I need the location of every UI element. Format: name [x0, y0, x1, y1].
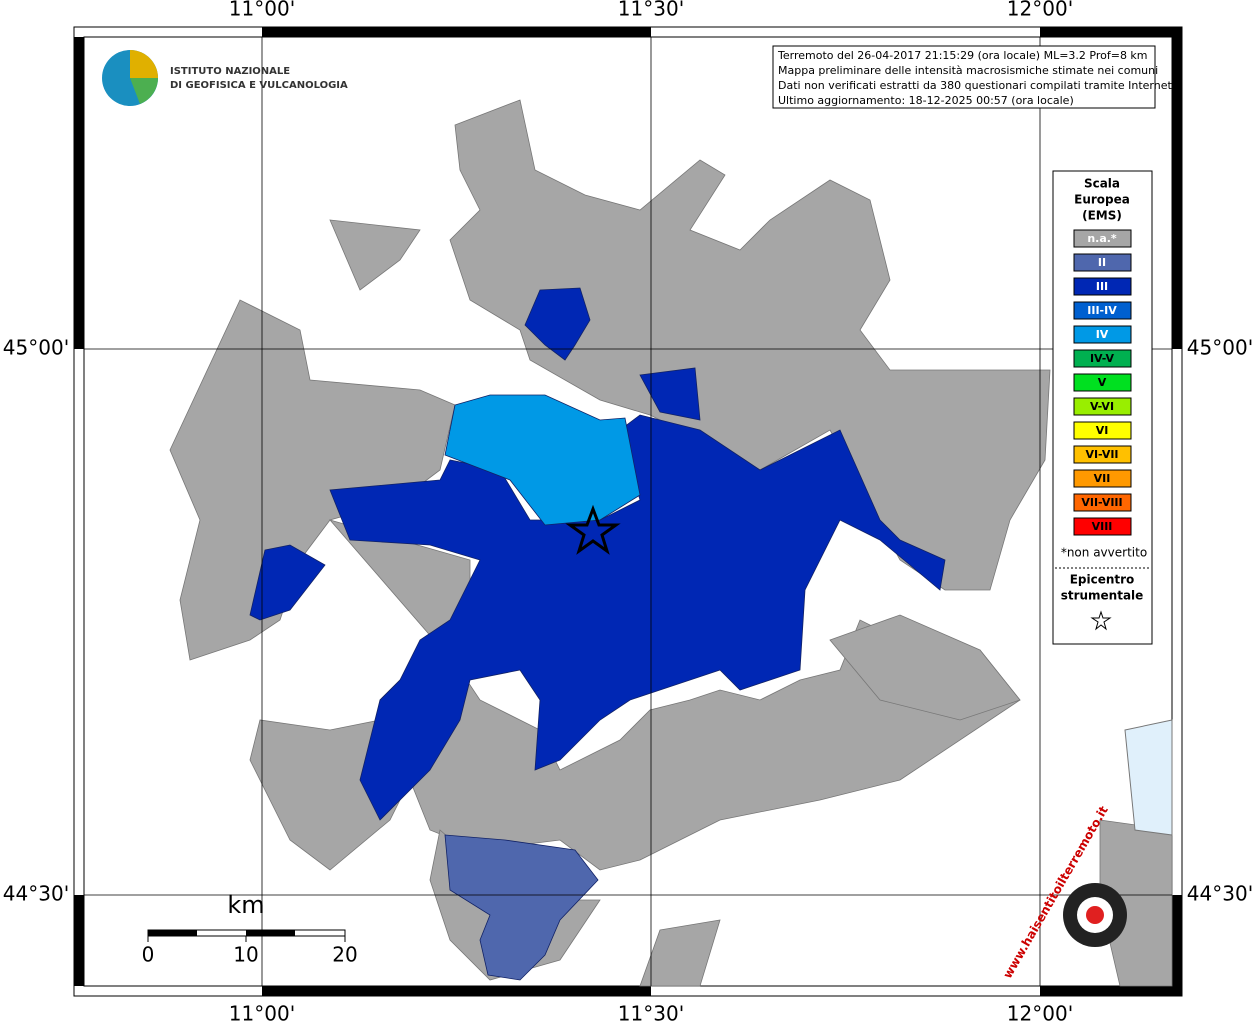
- lat-label: 45°00': [1187, 336, 1253, 360]
- legend-label: VI: [1096, 424, 1109, 437]
- legend-epicentre: Epicentro: [1070, 573, 1135, 587]
- legend-label: VIII: [1092, 520, 1113, 533]
- logo-segment: [130, 78, 158, 104]
- legend-swatch: [1073, 253, 1132, 272]
- legend-title: Europea: [1074, 193, 1130, 207]
- lat-label: 44°30': [3, 882, 69, 906]
- legend-swatch: [1073, 301, 1132, 320]
- legend-label: III-IV: [1087, 304, 1117, 317]
- lon-label: 11°30': [618, 0, 684, 21]
- site-logo-dot: [1086, 906, 1104, 924]
- frame-bars: [74, 27, 1182, 996]
- lon-label: 12°00': [1007, 1002, 1073, 1025]
- legend-swatch: [1073, 325, 1132, 344]
- legend-title: (EMS): [1082, 209, 1122, 223]
- region-ii: [444, 834, 599, 981]
- lon-label: 12°00': [1007, 0, 1073, 21]
- scale-label: 0: [142, 943, 155, 967]
- legend-label: V: [1098, 376, 1107, 389]
- lon-label: 11°00': [229, 1002, 295, 1025]
- epicentre-star: [565, 504, 621, 555]
- logo-text: ISTITUTO NAZIONALE: [170, 66, 290, 77]
- legend-note: *non avvertito: [1061, 546, 1147, 560]
- legend-label: III: [1096, 280, 1108, 293]
- legend-label: II: [1098, 256, 1106, 269]
- legend-label: IV: [1096, 328, 1109, 341]
- info-box: [772, 45, 1156, 109]
- legend-label: VI-VII: [1085, 448, 1118, 461]
- region-iv: [444, 394, 641, 526]
- legend-swatch: [1073, 277, 1132, 296]
- logo-segment: [130, 50, 158, 78]
- scale-label: 10: [233, 943, 258, 967]
- lat-label: 44°30': [1187, 882, 1253, 906]
- legend-swatch: [1073, 229, 1132, 248]
- legend-title: Scala: [1084, 177, 1120, 191]
- scale-unit: km: [227, 891, 264, 919]
- info-line: Mappa preliminare delle intensità macros…: [778, 64, 1158, 77]
- legend-label: IV-V: [1090, 352, 1115, 365]
- legend-label: n.a.*: [1087, 232, 1117, 245]
- legend-swatch: [1073, 469, 1132, 488]
- info-line: Ultimo aggiornamento: 18-12-2025 00:57 (…: [778, 94, 1074, 107]
- legend-swatch: [1073, 349, 1132, 368]
- legend-label: V-VI: [1090, 400, 1114, 413]
- legend-label: VII-VIII: [1081, 496, 1122, 509]
- legend-label: VII: [1094, 472, 1111, 485]
- regions: [169, 99, 1173, 987]
- legend-star: [1090, 610, 1112, 631]
- legend-swatch: [1073, 517, 1132, 536]
- legend-swatch: [1073, 445, 1132, 464]
- info-line: Terremoto del 26-04-2017 21:15:29 (ora l…: [777, 49, 1148, 62]
- legend-swatch: [1073, 421, 1132, 440]
- lat-label: 45°00': [3, 336, 69, 360]
- sea: [1124, 719, 1173, 836]
- legend-swatch: [1073, 397, 1132, 416]
- legend-swatch: [1073, 373, 1132, 392]
- graticule: [84, 37, 1172, 986]
- legend-swatch: [1073, 493, 1132, 512]
- legend-epicentre: strumentale: [1061, 589, 1144, 603]
- logo-text: DI GEOFISICA E VULCANOLOGIA: [170, 80, 348, 91]
- lon-label: 11°30': [618, 1002, 684, 1025]
- scale-label: 20: [332, 943, 357, 967]
- lon-label: 11°00': [229, 0, 295, 21]
- info-line: Dati non verificati estratti da 380 ques…: [778, 79, 1175, 92]
- scale-bar: [147, 929, 346, 942]
